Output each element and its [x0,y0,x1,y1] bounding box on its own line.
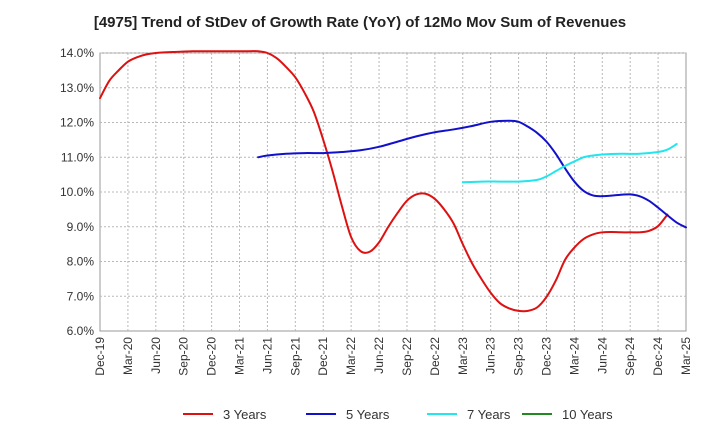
x-tick-label: Mar-22 [344,337,358,375]
legend-label-5-years: 5 Years [346,407,390,422]
x-tick-label: Mar-20 [121,337,135,375]
x-tick-label: Dec-21 [316,337,330,376]
y-tick-label: 11.0% [61,150,94,164]
y-tick-label: 12.0% [60,116,94,130]
y-tick-label: 9.0% [67,220,95,234]
x-tick-label: Sep-24 [623,337,637,376]
y-tick-label: 7.0% [67,289,95,303]
x-tick-label: Jun-20 [149,337,163,374]
y-tick-label: 8.0% [67,255,95,269]
x-tick-label: Jun-24 [595,337,609,374]
legend-label-3-years: 3 Years [223,407,267,422]
x-tick-label: Sep-23 [512,337,526,376]
x-tick-label: Jun-22 [372,337,386,374]
series-line-3-years [99,50,669,313]
x-tick-label: Dec-22 [428,337,442,376]
x-tick-label: Sep-21 [288,337,302,376]
x-tick-label: Dec-24 [651,337,665,376]
x-tick-label: Jun-23 [484,337,498,374]
x-tick-label: Mar-21 [233,337,247,375]
x-tick-label: Dec-20 [205,337,219,376]
x-tick-label: Jun-21 [260,337,274,374]
y-tick-label: 13.0% [60,81,94,95]
y-tick-label: 6.0% [67,324,95,338]
y-tick-label: 14.0% [60,46,94,60]
legend-label-7-years: 7 Years [467,407,511,422]
chart-title: [4975] Trend of StDev of Growth Rate (Yo… [93,14,627,31]
x-tick-label: Mar-25 [679,337,693,375]
x-tick-label: Dec-23 [539,337,553,376]
x-tick-label: Dec-19 [93,337,107,376]
x-tick-label: Mar-23 [456,337,470,375]
y-tick-label: 10.0% [60,185,94,199]
x-tick-label: Sep-22 [400,337,414,376]
x-tick-label: Mar-24 [567,337,581,375]
x-tick-label: Sep-20 [177,337,191,376]
legend-label-10-years: 10 Years [562,407,613,422]
series-line-7-years [461,143,678,184]
series-line-5-years [257,119,687,229]
